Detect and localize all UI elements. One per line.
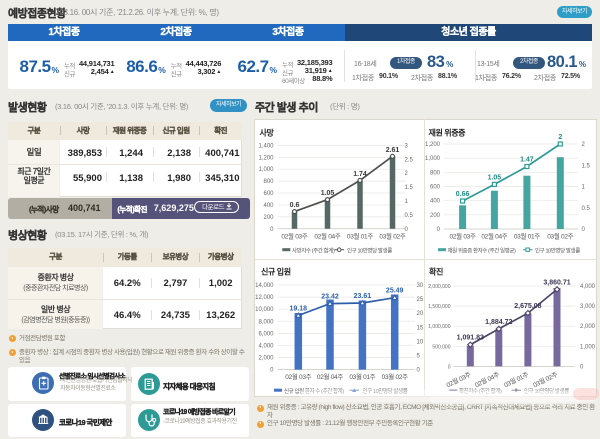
svg-text:1,000,000: 1,000,000: [428, 324, 450, 330]
svg-text:2: 2: [405, 171, 409, 177]
svg-text:1: 1: [582, 185, 586, 191]
svg-text:600: 600: [430, 185, 441, 191]
svg-text:2: 2: [582, 142, 586, 148]
svg-text:400: 400: [430, 199, 441, 205]
svg-text:200: 200: [430, 213, 441, 219]
svg-text:10: 10: [417, 339, 424, 345]
svg-text:1,091.83: 1,091.83: [457, 335, 484, 342]
svg-text:03월 02주: 03월 02주: [382, 372, 408, 381]
svg-text:재원 위중증: 재원 위중증: [429, 128, 467, 138]
svg-text:0: 0: [417, 368, 421, 374]
svg-text:03월 01주: 03월 01주: [349, 372, 375, 381]
svg-text:0.5: 0.5: [405, 213, 414, 219]
svg-text:인구 10만명당 발생률: 인구 10만명당 발생률: [363, 387, 408, 395]
svg-text:03월 01주: 03월 01주: [347, 232, 373, 241]
svg-text:02월 03주: 02월 03주: [281, 232, 307, 241]
svg-text:2,000: 2,000: [258, 356, 274, 362]
svg-text:인구 10만명당 발생률: 인구 10만명당 발생률: [535, 247, 580, 255]
svg-text:1,400: 1,400: [258, 143, 274, 149]
svg-text:4,000: 4,000: [258, 343, 274, 349]
svg-text:02월 04주: 02월 04주: [317, 372, 343, 381]
svg-text:02월 03주: 02월 03주: [285, 372, 311, 381]
svg-text:확진자수 (주간 합계): 확진자수 (주간 합계): [459, 387, 502, 395]
svg-text:3,000: 3,000: [580, 304, 596, 310]
svg-text:800: 800: [430, 170, 441, 176]
svg-text:3: 3: [405, 143, 409, 149]
svg-text:200: 200: [263, 215, 274, 221]
svg-text:02월 03주: 02월 03주: [450, 232, 476, 241]
svg-text:0: 0: [582, 227, 586, 233]
svg-text:1.5: 1.5: [405, 185, 414, 191]
svg-text:6,000: 6,000: [258, 331, 274, 337]
svg-text:0.6: 0.6: [290, 202, 300, 209]
svg-text:신규 입원 환자 수 (주간 합계): 신규 입원 환자 수 (주간 합계): [284, 387, 344, 395]
svg-text:23.42: 23.42: [321, 294, 339, 301]
svg-text:사망자수 (주간 합계): 사망자수 (주간 합계): [292, 247, 335, 255]
svg-text:1,884.72: 1,884.72: [485, 319, 512, 326]
svg-text:23.61: 23.61: [354, 293, 372, 300]
svg-text:02월 03주: 02월 03주: [445, 370, 473, 390]
svg-text:30: 30: [417, 283, 424, 289]
svg-text:2.61: 2.61: [386, 147, 400, 154]
svg-text:2,675.08: 2,675.08: [514, 303, 541, 310]
svg-text:25.49: 25.49: [386, 288, 404, 295]
svg-text:15: 15: [417, 325, 424, 331]
svg-text:500,000: 500,000: [432, 344, 450, 350]
svg-text:19.18: 19.18: [290, 306, 308, 313]
svg-text:03월 02주: 03월 02주: [531, 370, 559, 390]
svg-text:1,200: 1,200: [425, 142, 441, 148]
svg-text:0: 0: [270, 227, 274, 233]
svg-text:1: 1: [405, 199, 409, 205]
svg-text:0: 0: [405, 227, 409, 233]
svg-text:확진: 확진: [429, 267, 443, 277]
svg-text:1,000: 1,000: [425, 156, 441, 162]
svg-text:03월 01주: 03월 01주: [514, 232, 540, 241]
svg-text:0: 0: [437, 227, 441, 233]
svg-text:10,000: 10,000: [255, 307, 274, 313]
svg-text:1,000: 1,000: [580, 344, 596, 350]
svg-text:02월 04주: 02월 04주: [314, 232, 340, 241]
svg-text:03월 02주: 03월 02주: [379, 232, 405, 241]
svg-text:1,500,000: 1,500,000: [428, 304, 450, 310]
svg-text:0.5: 0.5: [582, 206, 591, 212]
svg-text:600: 600: [263, 191, 274, 197]
svg-text:0: 0: [448, 364, 451, 370]
svg-text:2,000,000: 2,000,000: [428, 284, 450, 290]
svg-text:인구 10만명당 발생률: 인구 10만명당 발생률: [524, 387, 569, 395]
svg-text:2.5: 2.5: [405, 157, 414, 163]
svg-text:03월 02주: 03월 02주: [547, 232, 573, 241]
svg-text:2,000: 2,000: [580, 324, 596, 330]
svg-text:03월 01주: 03월 01주: [502, 370, 530, 390]
svg-text:1,000: 1,000: [258, 167, 274, 173]
svg-text:12,000: 12,000: [255, 295, 274, 301]
svg-text:2: 2: [558, 134, 562, 141]
svg-text:20: 20: [417, 311, 424, 317]
svg-text:0: 0: [270, 368, 274, 374]
svg-text:1.47: 1.47: [520, 157, 534, 164]
svg-text:사망: 사망: [260, 128, 275, 138]
svg-text:400: 400: [263, 203, 274, 209]
svg-text:인구 10만명당 발생률: 인구 10만명당 발생률: [347, 247, 392, 255]
svg-text:800: 800: [263, 179, 274, 185]
svg-text:3,860.71: 3,860.71: [543, 279, 570, 286]
svg-text:02월 04주: 02월 04주: [481, 232, 507, 241]
svg-text:1.05: 1.05: [321, 190, 335, 197]
svg-text:5: 5: [417, 354, 421, 360]
svg-text:0.66: 0.66: [456, 191, 470, 198]
svg-text:1.74: 1.74: [353, 171, 367, 178]
svg-text:4,000: 4,000: [580, 284, 596, 290]
svg-text:1.05: 1.05: [488, 174, 502, 181]
svg-text:1.5: 1.5: [582, 163, 591, 169]
svg-text:1,200: 1,200: [258, 155, 274, 161]
svg-text:25: 25: [417, 297, 424, 303]
svg-text:14,000: 14,000: [255, 283, 274, 289]
svg-text:0: 0: [580, 364, 584, 370]
svg-text:재원 위중증 환자수 (주간 일평균): 재원 위중증 환자수 (주간 일평균): [448, 247, 517, 255]
svg-text:02월 04주: 02월 04주: [473, 370, 501, 390]
svg-text:8,000: 8,000: [258, 319, 274, 325]
svg-text:신규 입원: 신규 입원: [261, 267, 291, 277]
